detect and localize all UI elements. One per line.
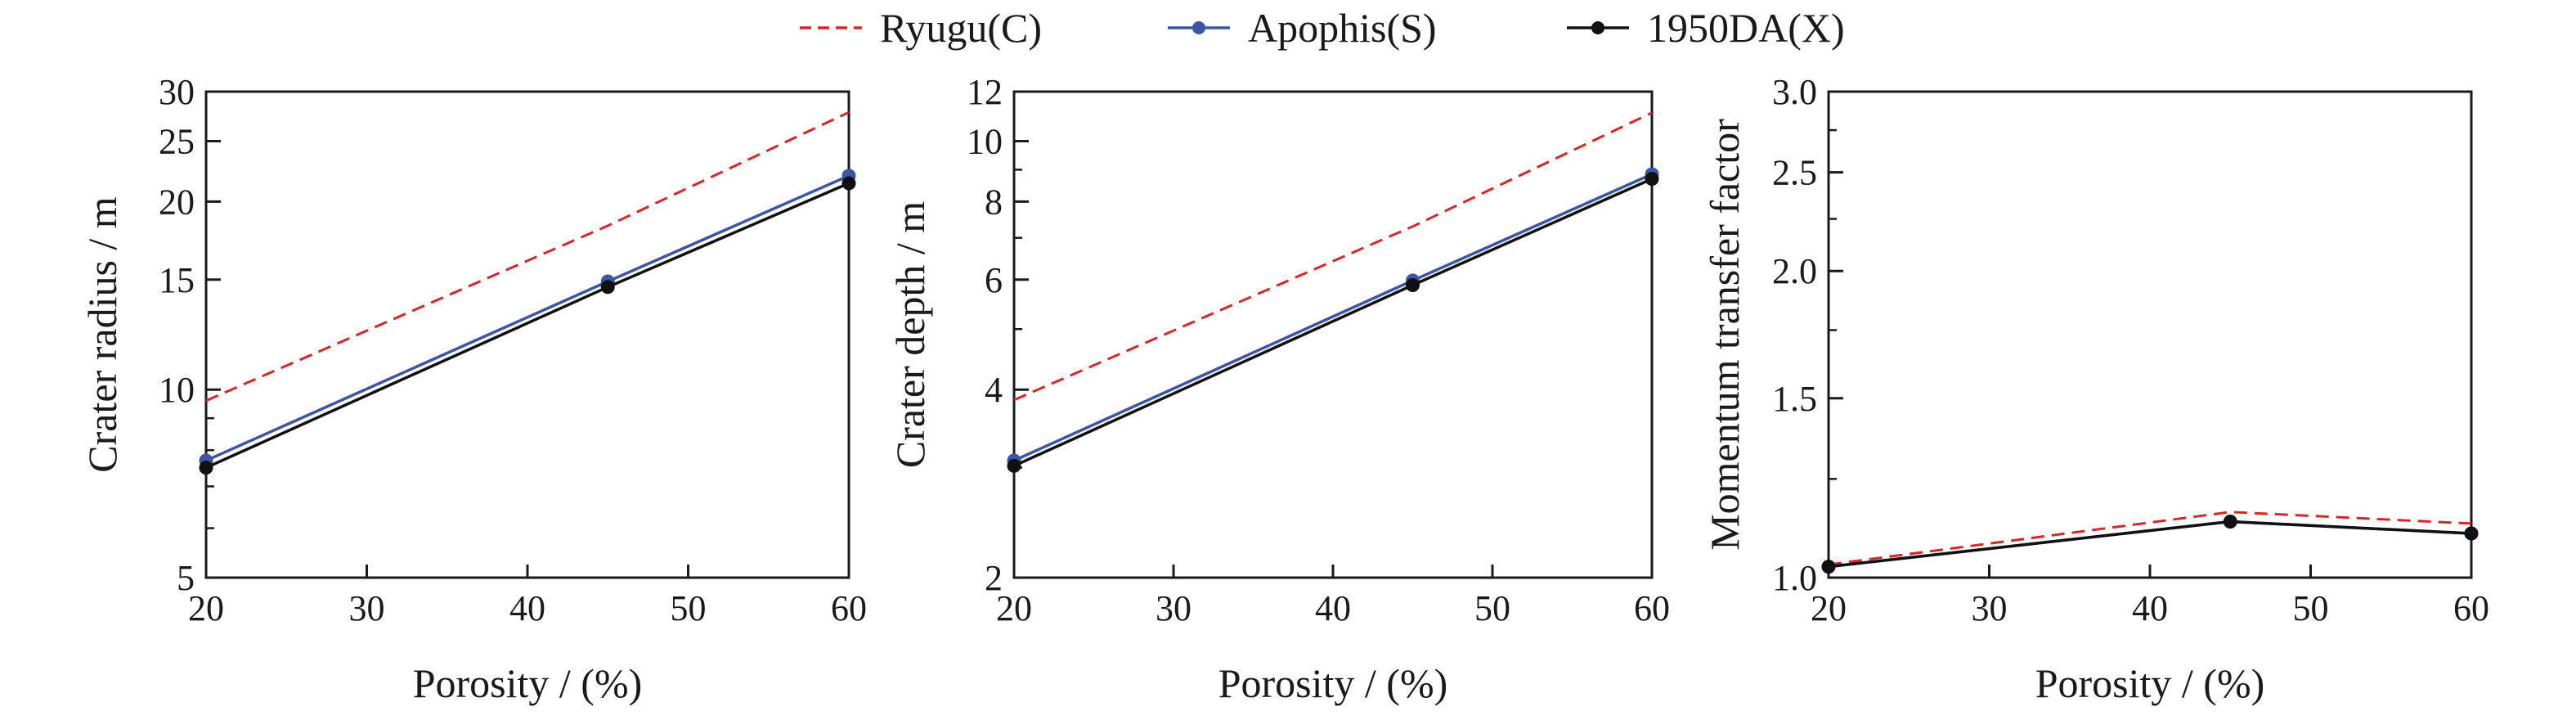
crater-depth-series-line-2 [1013, 178, 1653, 467]
crater-depth-y-tick-label: 6 [985, 260, 1003, 300]
crater-radius-plot-frame [204, 90, 850, 579]
crater-radius-series-point-2 [841, 176, 856, 191]
crater-depth-plot-frame [1012, 90, 1654, 579]
momentum-transfer-series-point-2 [2464, 526, 2479, 541]
crater-radius-series-line-1 [205, 174, 850, 462]
momentum-transfer-series-point-2 [2223, 515, 2237, 529]
crater-depth-x-tick-label: 60 [1634, 588, 1670, 628]
crater-radius-series-line-2 [205, 182, 850, 470]
crater-radius-series-point-2 [600, 280, 615, 295]
crater-radius-y-tick-label: 25 [159, 121, 195, 161]
momentum-transfer-y-tick-label: 2.0 [1772, 251, 1817, 291]
momentum-transfer-y-tick-label: 1.0 [1772, 558, 1817, 598]
crater-depth-x-tick-label: 50 [1474, 588, 1510, 628]
crater-depth-series-line-1 [1013, 173, 1653, 462]
crater-depth-y-tick-label: 4 [985, 370, 1003, 410]
legend-label-1: Apophis(S) [1248, 5, 1437, 51]
crater-depth-series-point-2 [1007, 458, 1021, 473]
momentum-transfer-y-tick-label: 3.0 [1772, 72, 1817, 112]
momentum-transfer-y-tick-label: 2.5 [1772, 153, 1817, 193]
crater-radius-series-point-2 [199, 461, 213, 475]
crater-radius-x-tick-label: 30 [349, 588, 385, 628]
crater-depth-y-tick-label: 2 [985, 558, 1003, 598]
crater-radius-x-tick-label: 40 [509, 588, 545, 628]
momentum-transfer-series-line-0 [1828, 511, 2472, 566]
momentum-transfer-series-line-2 [1828, 520, 2472, 569]
legend-swatch-marker-2 [1591, 21, 1604, 34]
crater-depth-y-tick-label: 10 [967, 121, 1003, 161]
crater-depth-x-tick-label: 40 [1315, 588, 1351, 628]
crater-radius-x-tick-label: 50 [671, 588, 707, 628]
momentum-transfer-x-tick-label: 50 [2293, 588, 2329, 628]
crater-radius-y-axis-label: Crater radius / m [79, 196, 125, 473]
crater-radius-y-tick-label: 30 [159, 72, 195, 112]
legend-label-2: 1950DA(X) [1647, 5, 1845, 51]
crater-depth-series-line-0 [1013, 111, 1653, 402]
crater-depth-series-point-2 [1645, 172, 1659, 187]
crater-radius-y-tick-label: 20 [159, 182, 195, 222]
momentum-transfer-y-tick-label: 1.5 [1772, 379, 1817, 419]
momentum-transfer-x-tick-label: 20 [1811, 588, 1847, 628]
legend: Ryugu(C) Apophis(S) 1950DA(X) [800, 5, 1845, 51]
momentum-transfer-x-axis-label: Porosity / (%) [2035, 660, 2265, 706]
legend-swatch-marker-1 [1192, 21, 1205, 34]
crater-depth-y-axis-label: Crater depth / m [887, 201, 933, 468]
crater-depth-y-tick-label: 12 [967, 72, 1003, 112]
crater-radius-y-tick-label: 10 [159, 370, 195, 410]
momentum-transfer-series-point-2 [1821, 560, 1836, 574]
crater-radius-x-tick-label: 60 [831, 588, 867, 628]
crater-depth-x-tick-label: 30 [1156, 588, 1192, 628]
momentum-transfer-x-tick-label: 30 [1972, 588, 2008, 628]
crater-radius-x-axis-label: Porosity / (%) [413, 660, 643, 706]
crater-depth-x-axis-label: Porosity / (%) [1218, 660, 1448, 706]
panel-crater-radius: 20 30 40 50 60 5 10 15 20 25 30 Porosity / (%) Crate… [79, 72, 867, 706]
crater-depth-series-point-2 [1406, 277, 1420, 292]
momentum-transfer-x-tick-label: 60 [2453, 588, 2489, 628]
panel-momentum-transfer: 20 30 40 50 60 1.0 1.5 2.0 2.5 3.0 Porosity / (%) M… [1702, 72, 2489, 706]
crater-radius-y-tick-label: 15 [159, 260, 195, 300]
crater-radius-series-line-0 [205, 110, 850, 403]
panel-crater-depth: 20 30 40 50 60 2 4 6 8 10 12 Porosity / (%) Crater d… [887, 72, 1670, 706]
momentum-transfer-x-tick-label: 40 [2132, 588, 2168, 628]
crater-radius-x-tick-label: 20 [188, 588, 224, 628]
momentum-transfer-plot-frame [1827, 90, 2473, 579]
crater-radius-y-tick-label: 5 [177, 558, 195, 598]
momentum-transfer-y-axis-label: Momentum transfer factor [1702, 119, 1748, 551]
crater-depth-x-tick-label: 20 [996, 588, 1032, 628]
legend-label-0: Ryugu(C) [880, 5, 1042, 51]
crater-depth-y-tick-label: 8 [985, 182, 1003, 222]
